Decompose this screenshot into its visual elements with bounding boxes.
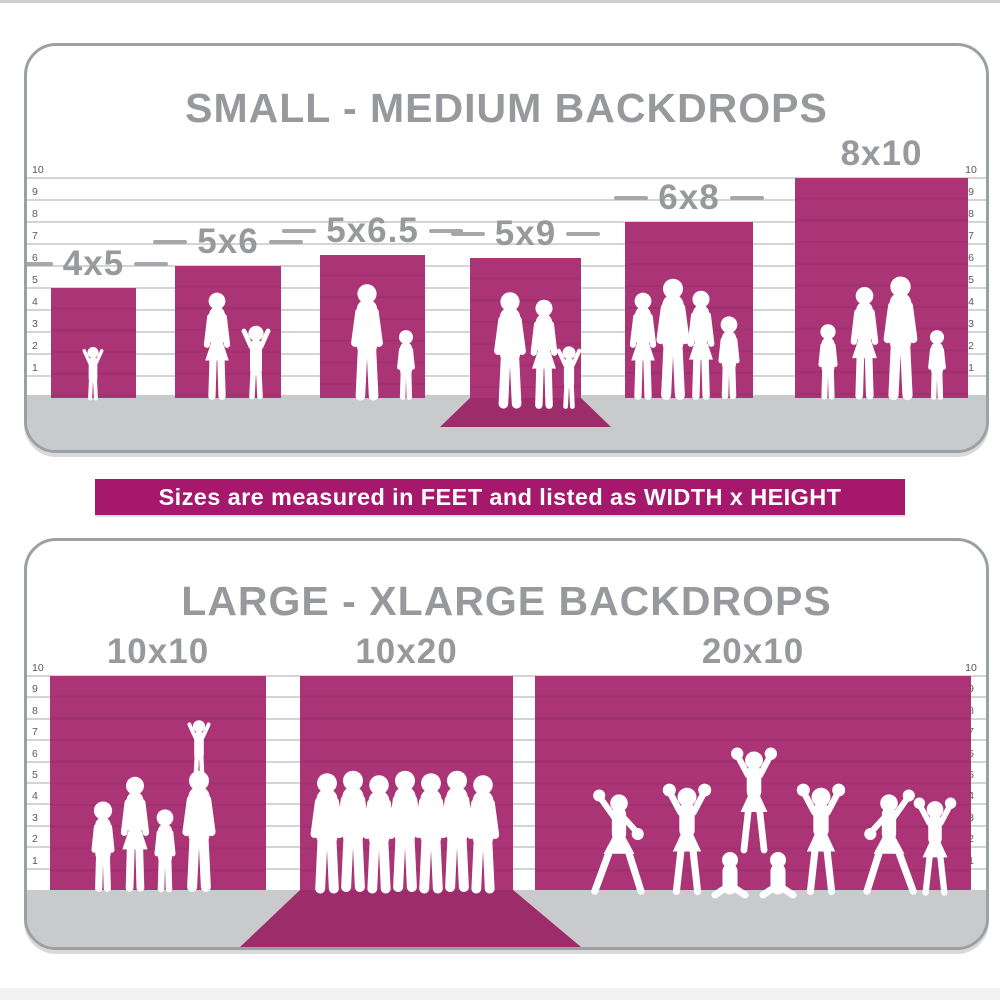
- silhouette-boy: [919, 329, 955, 403]
- ruler-tick-label: 8: [32, 705, 38, 717]
- ruler-gridline: [27, 221, 986, 223]
- ruler-tick-label: 2: [968, 833, 974, 845]
- ruler-gridline: [27, 243, 986, 245]
- label-dash: [428, 229, 463, 233]
- ruler-tick-label: 9: [968, 186, 974, 198]
- small-medium-panel: SMALL - MEDIUM BACKDROPS 10 10 9 9 8 8 7 7 6 6 5 5 4…: [24, 43, 989, 453]
- ruler-tick-label: 9: [968, 683, 974, 695]
- ruler-gridline: [27, 199, 986, 201]
- bottom-edge-strip: [0, 988, 1000, 1000]
- ruler-tick-label: 6: [968, 252, 974, 264]
- floor-sweep-5x9: [440, 398, 611, 427]
- ruler-tick-label: 7: [32, 230, 38, 242]
- ruler-tick-label: 5: [968, 274, 974, 286]
- silhouette-cheerleader: [907, 797, 963, 901]
- size-label-10x10: 10x10: [106, 632, 210, 671]
- size-label-5x9: 5x9: [420, 213, 631, 255]
- silhouette-cheerleader: [790, 783, 852, 901]
- ruler-tick-label: 9: [32, 186, 38, 198]
- silhouette-boy: [388, 329, 424, 403]
- label-dash: [282, 229, 317, 233]
- silhouette-boy: [708, 315, 750, 403]
- ruler-tick-label: 4: [32, 296, 38, 308]
- measurement-note-banner: Sizes are measured in FEET and listed as…: [95, 479, 905, 515]
- floor-sweep-10x20: [240, 890, 581, 947]
- backdrop-bar-5x9: [470, 258, 581, 398]
- ruler-tick-label: 4: [968, 790, 974, 802]
- ruler-tick-label: 5: [32, 769, 38, 781]
- size-label-8x10: 8x10: [840, 134, 923, 173]
- ruler-tick-label: 3: [968, 812, 974, 824]
- ruler-tick-label: 7: [968, 726, 974, 738]
- ruler-tick-label: 1: [968, 855, 974, 867]
- ruler-tick-label: 2: [32, 340, 38, 352]
- ruler-tick-label: 10: [32, 164, 44, 176]
- silhouette-man: [343, 283, 391, 403]
- ruler-tick-label: 5: [968, 769, 974, 781]
- panel-title-large-xlarge: LARGE - XLARGE BACKDROPS: [181, 578, 832, 625]
- label-dash: [134, 262, 169, 266]
- ruler-tick-label: 10: [32, 662, 44, 674]
- ruler-tick-label: 6: [32, 252, 38, 264]
- silhouette-cheerleader-top-of-pyramid: [724, 747, 784, 859]
- ruler-tick-label: 3: [32, 812, 38, 824]
- ruler-tick-label: 1: [32, 362, 38, 374]
- ruler-tick-label: 3: [968, 318, 974, 330]
- ruler-gridline: [27, 177, 986, 179]
- ruler-tick-label: 9: [32, 683, 38, 695]
- top-edge-strip: [0, 0, 1000, 3]
- silhouette-child-on-shoulders: [179, 718, 219, 782]
- ruler-tick-label: 4: [32, 790, 38, 802]
- ruler-tick-label: 8: [968, 705, 974, 717]
- ruler-tick-label: 7: [968, 230, 974, 242]
- silhouette-child-arms-raised: [234, 323, 278, 403]
- ruler-tick-label: 6: [32, 748, 38, 760]
- size-label-5x6: 5x6: [125, 221, 331, 263]
- ruler-tick-label: 1: [968, 362, 974, 374]
- silhouette-toddler: [75, 345, 111, 403]
- label-dash: [268, 240, 303, 244]
- ruler-tick-label: 2: [32, 833, 38, 845]
- silhouette-cheerleader-lunge: [586, 789, 652, 901]
- label-dash: [614, 196, 649, 200]
- label-dash: [566, 232, 601, 236]
- size-label-4x5: 4x5: [27, 243, 186, 285]
- label-dash: [27, 262, 53, 266]
- size-label-10x20: 10x20: [355, 632, 458, 671]
- ruler-tick-label: 8: [968, 208, 974, 220]
- large-xlarge-panel: LARGE - XLARGE BACKDROPS 10 10 9 9 8 8 7 7 6 6 5 5 4…: [24, 538, 989, 950]
- ruler-tick-label: 8: [32, 208, 38, 220]
- size-label-6x8: 6x8: [575, 177, 803, 219]
- ruler-tick-label: 7: [32, 726, 38, 738]
- ruler-tick-label: 2: [968, 340, 974, 352]
- silhouette-man: [174, 768, 224, 896]
- ruler-tick-label: 6: [968, 748, 974, 760]
- size-label-5x6-5: 5x6.5: [270, 210, 475, 252]
- silhouette-child-arms-raised: [550, 344, 588, 412]
- ruler-tick-label: 10: [965, 164, 977, 176]
- silhouette-man: [458, 774, 508, 896]
- ruler-tick-label: 3: [32, 318, 38, 330]
- label-dash: [153, 240, 188, 244]
- panel-title-small-medium: SMALL - MEDIUM BACKDROPS: [185, 85, 828, 132]
- label-dash: [450, 232, 485, 236]
- ruler-tick-label: 5: [32, 274, 38, 286]
- ruler-tick-label: 4: [968, 296, 974, 308]
- size-label-20x10: 20x10: [701, 632, 805, 671]
- label-dash: [729, 196, 764, 200]
- ruler-tick-label: 1: [32, 855, 38, 867]
- ruler-tick-label: 10: [965, 662, 977, 674]
